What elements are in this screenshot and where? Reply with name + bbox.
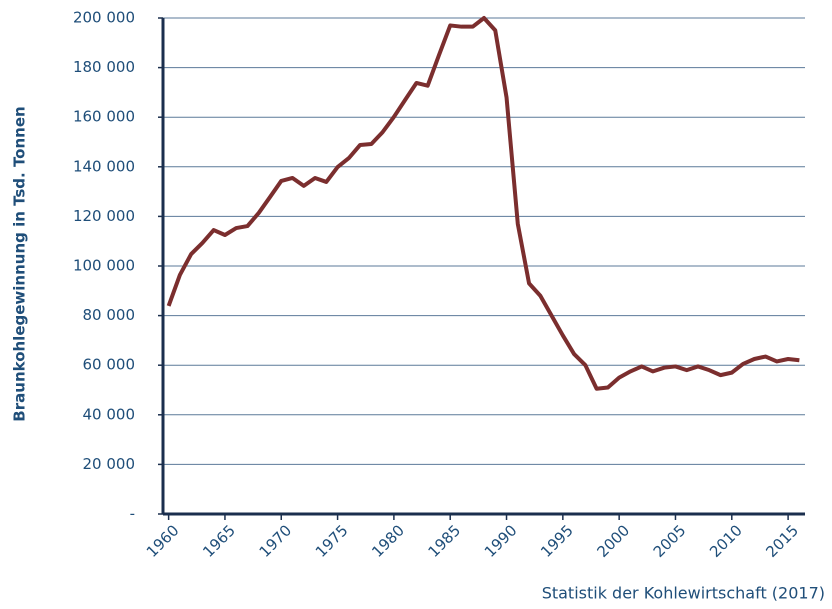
y-tick-label: 120 000 <box>73 207 135 225</box>
x-tick-label: 1995 <box>537 521 577 561</box>
x-tick-label: 1960 <box>143 521 183 561</box>
x-tick-label: 1990 <box>481 521 521 561</box>
x-tick-label: 2015 <box>762 521 802 561</box>
y-tick-label: 100 000 <box>73 257 135 275</box>
y-tick-label: 60 000 <box>83 356 136 374</box>
x-tick-label: 1985 <box>424 521 464 561</box>
y-tick-label: - <box>130 505 135 523</box>
data-line <box>166 16 800 391</box>
x-tick-label: 1965 <box>199 521 239 561</box>
y-tick-label: 20 000 <box>83 455 136 473</box>
y-tick-label: 40 000 <box>83 405 136 423</box>
x-tick-label: 2010 <box>706 521 746 561</box>
y-tick-label: 140 000 <box>73 157 135 175</box>
x-tick-label: 1975 <box>312 521 352 561</box>
y-tick-label: 180 000 <box>73 58 135 76</box>
y-tick-label: 160 000 <box>73 108 135 126</box>
source-note: Statistik der Kohlewirtschaft (2017) <box>542 584 825 603</box>
y-tick-label: 200 000 <box>73 9 135 27</box>
x-tick-label: 2000 <box>593 521 633 561</box>
x-tick-label: 2005 <box>650 521 690 561</box>
x-tick-label: 1970 <box>256 521 296 561</box>
x-tick-label: 1980 <box>368 521 408 561</box>
y-axis-label: Braunkohlegewinnung in Tsd. Tonnen <box>11 106 29 421</box>
y-tick-label: 80 000 <box>83 306 136 324</box>
